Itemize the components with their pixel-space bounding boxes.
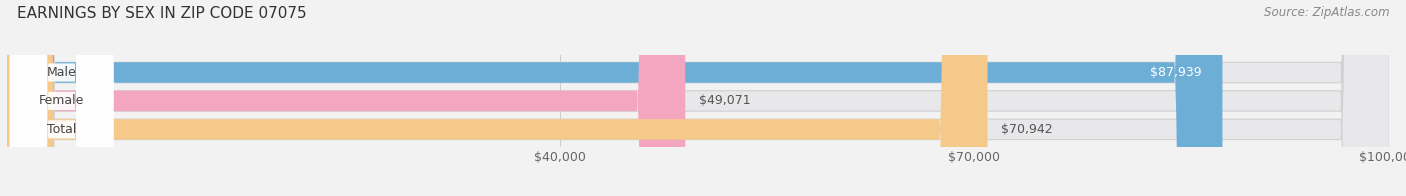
FancyBboxPatch shape	[7, 0, 1222, 196]
FancyBboxPatch shape	[10, 0, 114, 196]
Text: Total: Total	[46, 123, 76, 136]
FancyBboxPatch shape	[7, 0, 685, 196]
Text: $87,939: $87,939	[1150, 66, 1202, 79]
Text: $70,942: $70,942	[1001, 123, 1053, 136]
FancyBboxPatch shape	[7, 0, 1389, 196]
FancyBboxPatch shape	[7, 0, 1389, 196]
FancyBboxPatch shape	[10, 0, 114, 196]
Text: Female: Female	[39, 94, 84, 107]
FancyBboxPatch shape	[10, 0, 114, 196]
Text: Source: ZipAtlas.com: Source: ZipAtlas.com	[1264, 6, 1389, 19]
Text: $49,071: $49,071	[699, 94, 751, 107]
Text: EARNINGS BY SEX IN ZIP CODE 07075: EARNINGS BY SEX IN ZIP CODE 07075	[17, 6, 307, 21]
FancyBboxPatch shape	[7, 0, 1389, 196]
Text: Male: Male	[46, 66, 76, 79]
FancyBboxPatch shape	[7, 0, 987, 196]
